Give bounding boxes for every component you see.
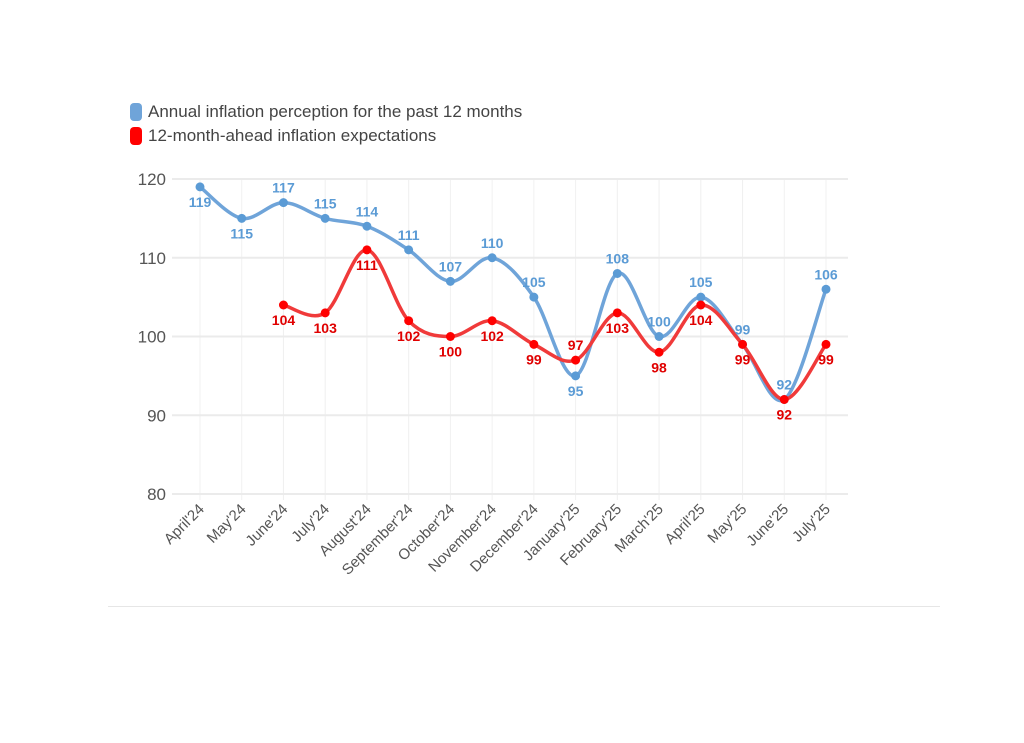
- data-label: 99: [735, 351, 751, 367]
- data-label: 105: [689, 274, 713, 290]
- x-tick-label: May'25: [704, 501, 750, 547]
- divider: [108, 606, 940, 607]
- data-label: 104: [272, 312, 296, 328]
- legend-item-expectations[interactable]: 12-month-ahead inflation expectations: [130, 124, 522, 148]
- data-point: [821, 339, 831, 349]
- data-label: 117: [272, 180, 295, 196]
- y-tick-label: 110: [139, 249, 166, 268]
- x-tick-label: June'25: [743, 501, 792, 550]
- x-tick-label: July'25: [789, 501, 834, 546]
- data-label: 119: [189, 194, 212, 210]
- data-point: [821, 284, 831, 294]
- data-point: [320, 308, 330, 318]
- data-point: [654, 332, 664, 341]
- data-point: [445, 276, 455, 286]
- data-point: [779, 395, 789, 404]
- legend-label: Annual inflation perception for the past…: [148, 102, 523, 121]
- data-point: [487, 316, 497, 326]
- legend: Annual inflation perception for the past…: [130, 100, 522, 148]
- data-label: 115: [230, 225, 253, 241]
- y-tick-label: 100: [138, 328, 166, 347]
- data-label: 92: [776, 407, 792, 423]
- data-label: 102: [480, 328, 504, 344]
- data-point: [237, 213, 247, 223]
- data-point: [195, 182, 205, 192]
- data-label: 106: [814, 266, 838, 282]
- data-label: 100: [439, 344, 463, 360]
- data-point: [278, 300, 288, 310]
- data-point: [362, 221, 372, 231]
- y-tick-label: 90: [147, 406, 166, 425]
- data-label: 103: [314, 320, 338, 336]
- data-point: [445, 332, 455, 341]
- data-point: [487, 253, 497, 263]
- legend-label: 12-month-ahead inflation expectations: [148, 126, 437, 145]
- data-label: 102: [397, 328, 421, 344]
- data-label: 97: [568, 337, 584, 353]
- legend-swatch-red: [130, 127, 142, 145]
- data-point: [696, 300, 706, 310]
- data-point: [362, 245, 372, 255]
- data-label: 115: [314, 195, 337, 211]
- data-label: 105: [522, 274, 546, 290]
- data-point: [320, 213, 330, 223]
- data-label: 114: [356, 203, 379, 219]
- data-label: 92: [776, 377, 792, 393]
- series-line-perception: [198, 185, 828, 403]
- data-label: 95: [568, 383, 584, 399]
- data-label: 98: [651, 359, 667, 375]
- x-tick-label: May'24: [204, 501, 250, 547]
- data-point: [529, 339, 539, 349]
- legend-swatch-blue: [130, 103, 142, 121]
- data-label: 104: [689, 312, 713, 328]
- data-point: [404, 245, 414, 255]
- data-point: [696, 292, 706, 302]
- data-label: 99: [526, 351, 542, 367]
- data-point: [654, 347, 664, 357]
- legend-item-perception[interactable]: Annual inflation perception for the past…: [130, 100, 522, 124]
- data-label: 110: [481, 235, 504, 251]
- y-tick-label: 80: [147, 485, 166, 504]
- data-point: [529, 292, 539, 302]
- y-tick-label: 120: [138, 170, 166, 189]
- data-label: 111: [356, 257, 378, 273]
- data-label: 99: [735, 321, 751, 337]
- data-label: 107: [439, 258, 463, 274]
- data-point: [571, 371, 581, 381]
- x-tick-label: April'25: [662, 501, 709, 548]
- data-point: [571, 355, 581, 365]
- data-label: 103: [606, 320, 630, 336]
- data-label: 99: [818, 351, 834, 367]
- data-point: [278, 198, 288, 208]
- data-point: [738, 339, 748, 349]
- data-label: 111: [398, 227, 420, 243]
- data-label: 108: [606, 251, 630, 267]
- data-point: [612, 308, 622, 318]
- data-point: [404, 316, 414, 326]
- data-label: 100: [647, 314, 671, 330]
- data-point: [612, 269, 622, 278]
- x-tick-label: April'24: [161, 501, 208, 548]
- x-tick-label: June'24: [242, 501, 291, 550]
